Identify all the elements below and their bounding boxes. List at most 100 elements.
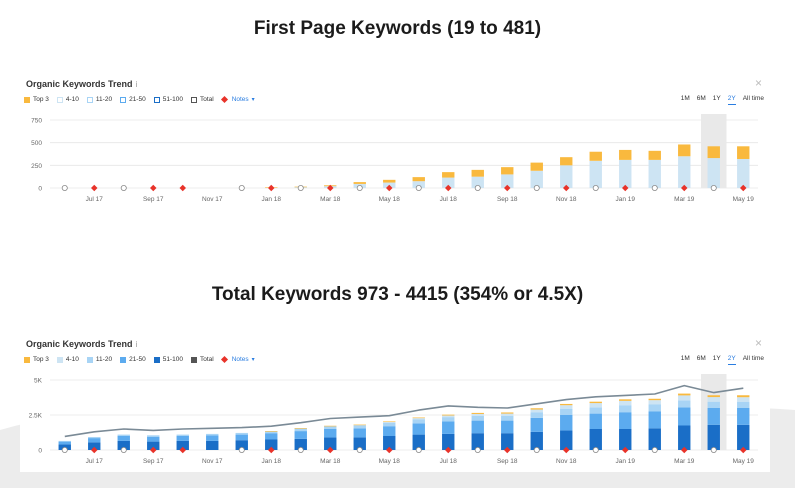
note-marker-icon: [444, 446, 452, 454]
note-marker-icon: [326, 446, 334, 454]
legend-21-50[interactable]: 21-50: [120, 356, 146, 363]
bar-segment-51-100: [324, 437, 337, 450]
range-1y[interactable]: 1Y: [712, 355, 721, 362]
bar-segment-4-10: [471, 413, 484, 416]
notes-dropdown[interactable]: Notes ▾: [220, 355, 255, 364]
bar-segment-11-20: [471, 415, 484, 421]
bar-segment-top3: [619, 399, 632, 401]
range-selector: 1M 6M 1Y 2Y All time: [681, 95, 764, 105]
note-marker-icon: [179, 446, 187, 454]
range-2y[interactable]: 2Y: [727, 95, 736, 105]
keywords-chart-total: 0 2.5K 5K Jul 17 Sep 17 Nov 17 Jan 18 Mar 18 May…: [29, 374, 758, 465]
x-tick-label: Mar 19: [674, 458, 695, 465]
bar-segment-51-100: [88, 442, 101, 450]
legend-top3[interactable]: Top 3: [24, 356, 49, 363]
range-1y[interactable]: 1Y: [712, 95, 721, 102]
close-icon[interactable]: ×: [754, 76, 762, 90]
bar-segment-4-10: [442, 177, 455, 188]
bar-segment-4-10: [737, 158, 750, 188]
note-marker-icon: [149, 184, 157, 192]
bar-segment-top3: [589, 151, 602, 161]
legend-11-20[interactable]: 11-20: [86, 356, 112, 363]
y-tick-label: 5K: [34, 378, 43, 385]
bar-segment-top3: [560, 403, 573, 406]
bar-segment-51-100: [117, 440, 130, 450]
bar-segment-11-20: [560, 408, 573, 415]
y-tick-label: 250: [31, 163, 42, 170]
bar-segment-21-50: [147, 436, 160, 442]
range-2y[interactable]: 2Y: [727, 355, 736, 365]
legend-21-50[interactable]: 21-50: [120, 96, 146, 103]
google-update-icon: [710, 185, 717, 192]
bar-segment-4-10: [383, 421, 396, 423]
info-icon[interactable]: i: [135, 80, 138, 89]
legend: Top 3 4-10 11-20 21-50 51-100 Total Note…: [24, 355, 255, 364]
bar-segment-11-20: [265, 431, 278, 434]
bar-segment-11-20: [88, 436, 101, 439]
y-tick-label: 0: [38, 186, 42, 193]
bar-segment-4-10: [648, 400, 661, 405]
bar-segment-top3: [737, 146, 750, 159]
bar-segment-51-100: [501, 433, 514, 450]
bar-segment-21-50: [589, 413, 602, 429]
bar-segment-51-100: [648, 428, 661, 450]
bar-segment-21-50: [383, 426, 396, 436]
bar-segment-21-50: [471, 420, 484, 434]
x-tick-label: Mar 18: [320, 196, 341, 203]
bar-segment-21-50: [648, 411, 661, 429]
bar-segment-4-10: [619, 159, 632, 188]
legend-total[interactable]: Total: [190, 96, 214, 103]
range-1m[interactable]: 1M: [680, 95, 690, 102]
bar-segment-top3: [678, 144, 691, 157]
bar-segment-4-10: [619, 400, 632, 406]
total-series-line: [64, 384, 744, 438]
bar-segment-11-20: [589, 407, 602, 414]
range-6m[interactable]: 6M: [696, 355, 706, 362]
bar-segment-11-20: [235, 432, 248, 435]
bar-segment-51-100: [560, 430, 573, 450]
y-tick-label: 2.5K: [29, 413, 43, 420]
bar-segment-4-10: [530, 170, 543, 188]
legend-51-100[interactable]: 51-100: [153, 356, 183, 363]
bar-segment-4-10: [678, 395, 691, 401]
bar-segment-21-50: [353, 428, 366, 438]
bar-segment-top3: [589, 401, 602, 404]
x-tick-label: Nov 18: [556, 458, 577, 465]
range-1m[interactable]: 1M: [680, 355, 690, 362]
bar-segment-top3: [678, 393, 691, 396]
y-tick-label: 0: [38, 448, 42, 455]
bar-segment-51-100: [530, 431, 543, 450]
bar-segment-51-100: [678, 425, 691, 450]
legend-top3[interactable]: Top 3: [24, 96, 49, 103]
google-update-icon: [474, 185, 481, 192]
legend-51-100[interactable]: 51-100: [153, 96, 183, 103]
google-update-icon: [415, 185, 422, 192]
bar-segment-4-10: [530, 409, 543, 413]
info-icon[interactable]: i: [135, 340, 138, 349]
range-all-time[interactable]: All time: [742, 95, 764, 102]
bar-segment-top3: [471, 412, 484, 414]
bar-segment-4-10: [707, 158, 720, 188]
bar-segment-11-20: [737, 401, 750, 408]
note-marker-icon: [90, 446, 98, 454]
bar-segment-51-100: [619, 429, 632, 450]
bar-segment-4-10: [589, 160, 602, 188]
note-marker-icon: [90, 184, 98, 192]
bar-segment-11-20: [353, 425, 366, 429]
close-icon[interactable]: ×: [754, 336, 762, 350]
legend-4-10[interactable]: 4-10: [56, 356, 79, 363]
legend-total[interactable]: Total: [190, 356, 214, 363]
range-all-time[interactable]: All time: [742, 355, 764, 362]
panel-title: Organic Keywords Trend i: [26, 79, 138, 89]
notes-dropdown[interactable]: Notes ▾: [220, 95, 255, 104]
google-update-icon: [120, 447, 127, 454]
note-marker-icon: [149, 446, 157, 454]
legend-4-10[interactable]: 4-10: [56, 96, 79, 103]
bar-segment-11-20: [707, 401, 720, 408]
x-tick-label: Jan 18: [261, 196, 281, 203]
google-update-icon: [297, 447, 304, 454]
range-6m[interactable]: 6M: [696, 95, 706, 102]
x-tick-label: Sep 18: [497, 196, 518, 203]
legend-11-20[interactable]: 11-20: [86, 96, 112, 103]
note-marker-icon: [267, 184, 275, 192]
